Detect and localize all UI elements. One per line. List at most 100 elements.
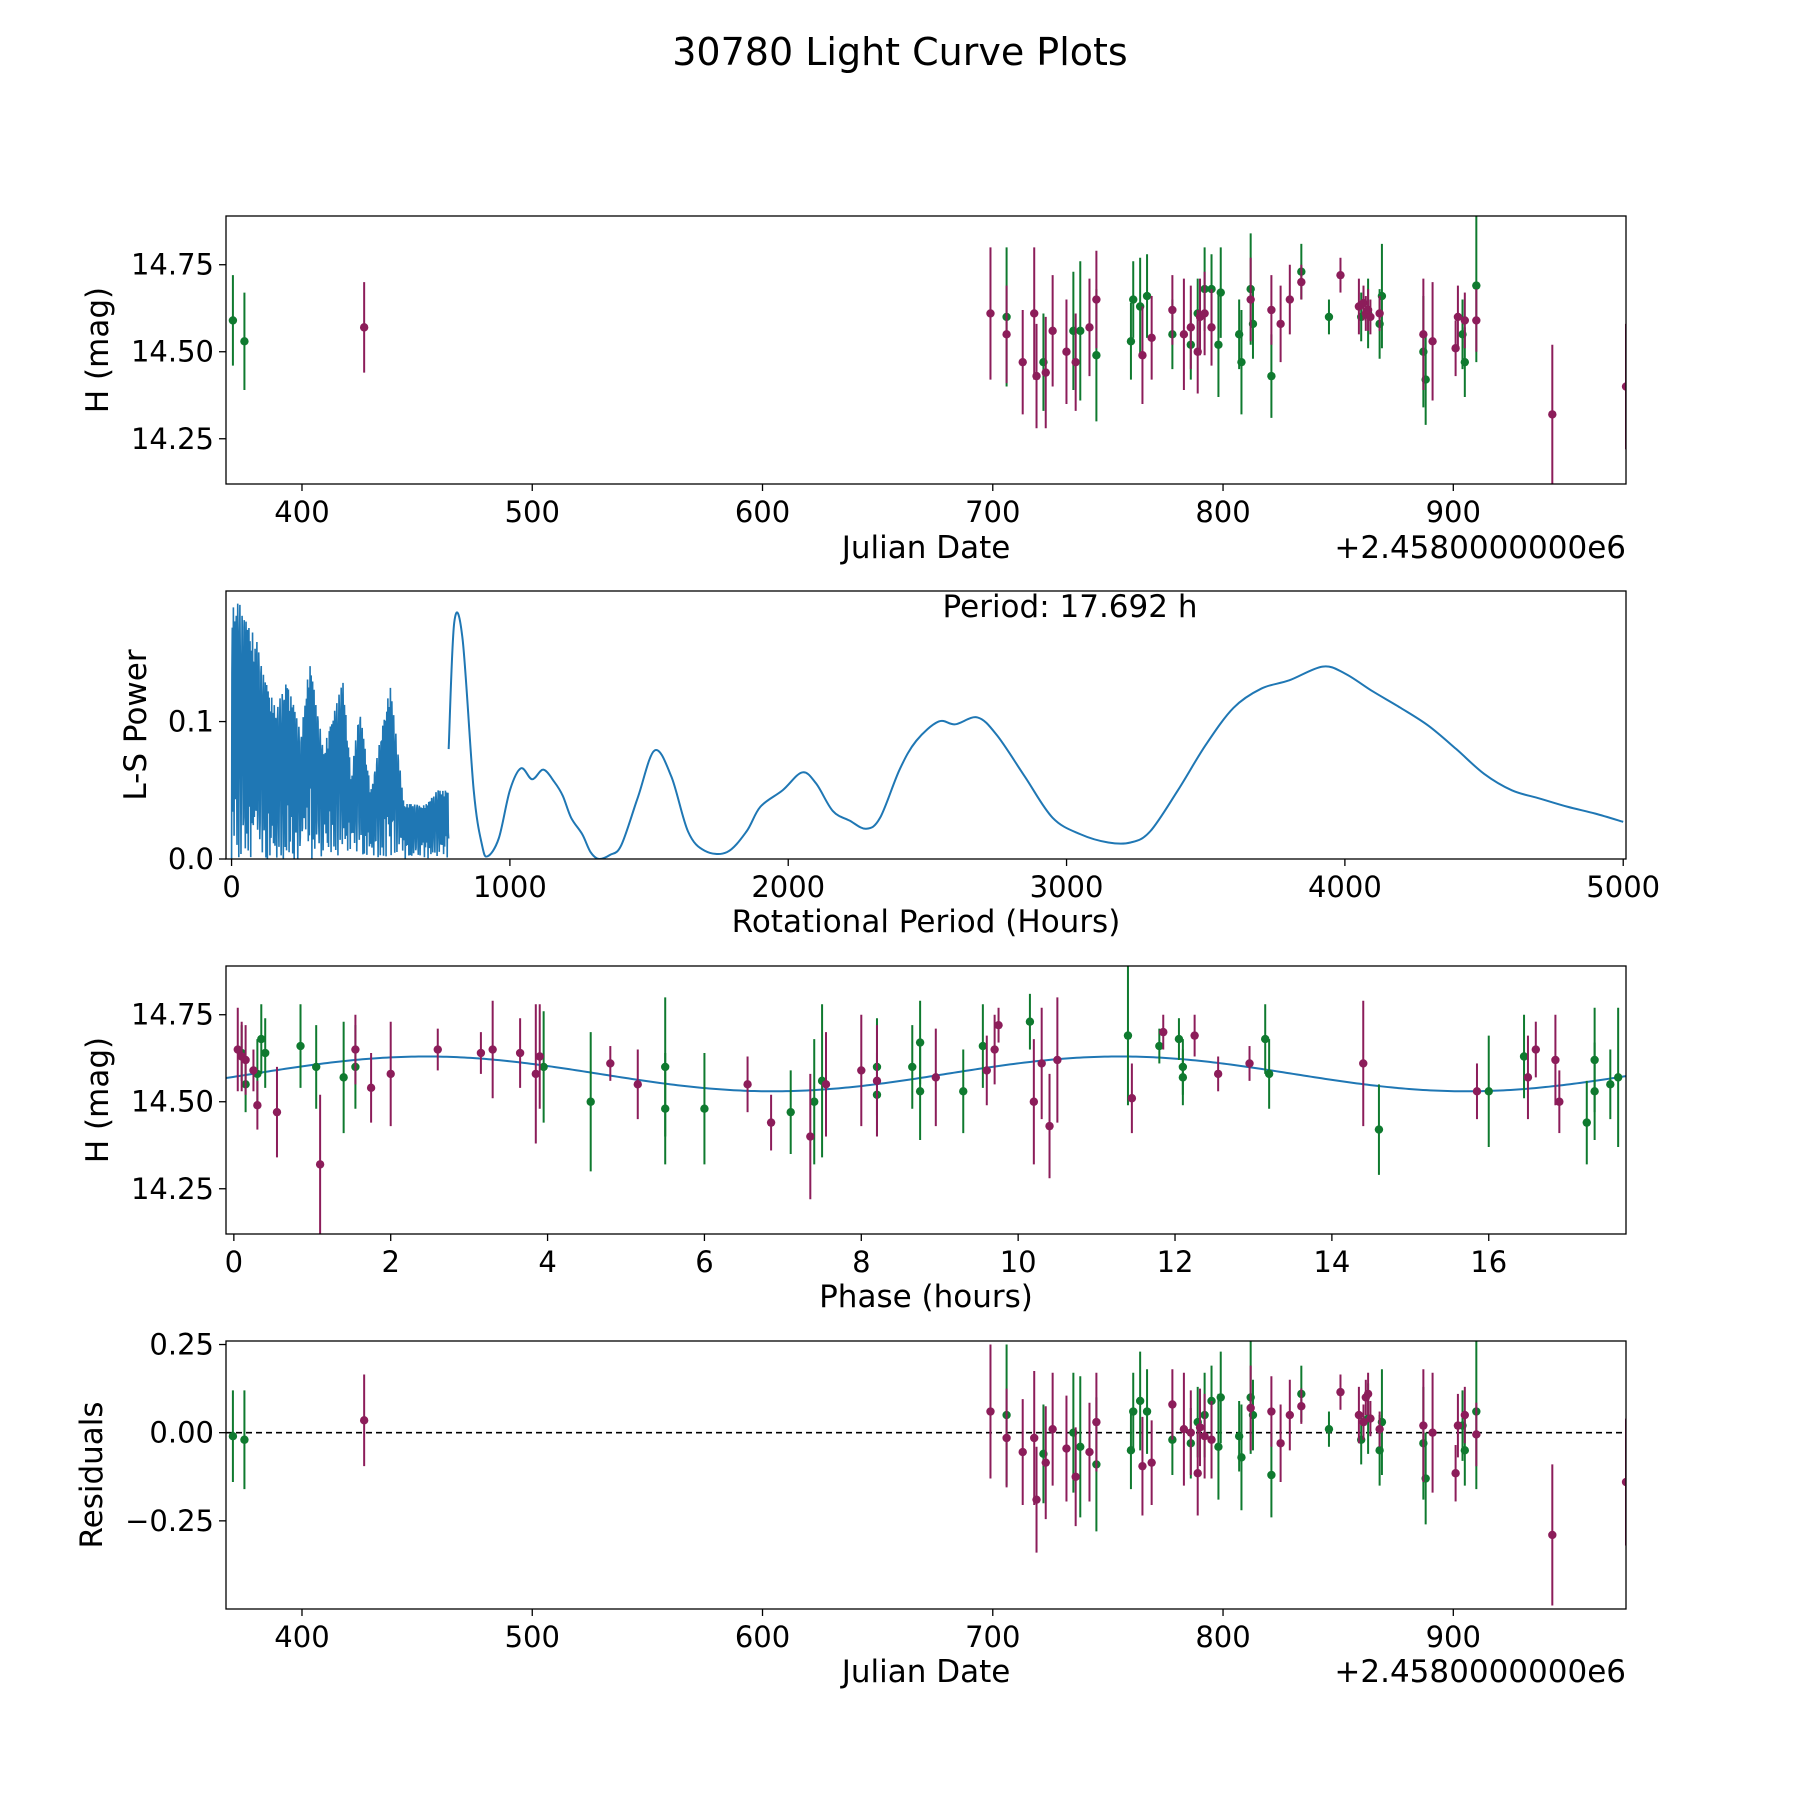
residuals-data-point — [1138, 1461, 1147, 1471]
residuals-data-point — [1267, 1470, 1276, 1480]
phased-data-point — [810, 1097, 819, 1106]
phased-data-point — [1555, 1097, 1564, 1106]
phased-data-point — [1531, 1045, 1541, 1054]
residuals-data-point — [1041, 1458, 1050, 1467]
lightcurve-data-point — [1085, 323, 1094, 332]
residuals-data-point — [1375, 1424, 1384, 1434]
residuals-panel: 400 500 600 700 800 900 −0.25 0.00 0.25 Julian D… — [74, 1328, 1627, 1690]
phased-data-point — [1045, 1121, 1054, 1131]
lightcurve-data-point — [1276, 319, 1285, 329]
phased-data-point — [515, 1048, 525, 1058]
phased-data-point — [1264, 1069, 1274, 1079]
phased-data-point — [1359, 1059, 1368, 1068]
lightcurve-data-point — [1460, 357, 1470, 367]
periodogram-y-tick-label: 0.0 — [168, 842, 214, 876]
lightcurve-data-point — [1267, 305, 1276, 315]
residuals-data-point — [1195, 1423, 1205, 1432]
phased-data-point — [982, 1066, 991, 1075]
residuals-data-point — [1048, 1424, 1057, 1434]
lightcurve-panel: 400 500 600 700 800 900 14.25 14.50 14.75 Julian… — [80, 215, 1627, 566]
residuals-data-point — [1460, 1446, 1470, 1455]
lightcurve-data-point — [1336, 270, 1345, 280]
lightcurve-data-point — [1366, 312, 1375, 322]
residuals-data-point — [1207, 1435, 1216, 1444]
residuals-data-point — [1324, 1424, 1334, 1434]
phased-x-tick-label: 0 — [225, 1245, 243, 1279]
residuals-x-tick-label: 800 — [1195, 1620, 1250, 1654]
residuals-data-point — [1285, 1410, 1295, 1420]
residuals-data-point — [1453, 1421, 1463, 1430]
residuals-data-point — [1216, 1393, 1225, 1402]
lightcurve-offset-text: +2.4580000000e6 — [1334, 530, 1626, 566]
phased-data-point — [743, 1080, 752, 1089]
periodogram-y-label: L-S Power — [118, 649, 154, 800]
residuals-data-point — [1366, 1414, 1375, 1423]
lightcurve-data-point — [1419, 330, 1428, 339]
phased-data-point — [1178, 1062, 1188, 1072]
phased-data-point — [606, 1059, 615, 1068]
lightcurve-data-point — [1062, 347, 1071, 356]
lightcurve-data-point — [1076, 326, 1085, 336]
phased-data-point — [1053, 1055, 1062, 1065]
phased-data-point — [433, 1045, 442, 1054]
lightcurve-data-point — [1032, 371, 1041, 381]
residuals-data-point — [1246, 1403, 1255, 1413]
periodogram-x-tick-label: 0 — [222, 870, 240, 904]
fit-curve-line — [226, 1055, 1626, 1093]
periodogram-x-tick-label: 3000 — [1030, 870, 1104, 904]
phased-data-point — [1582, 1118, 1591, 1127]
lightcurve-data-point — [1168, 305, 1177, 315]
residuals-data-point — [1129, 1407, 1138, 1416]
periodogram-x-tick-label: 2000 — [751, 870, 825, 904]
periodogram-x-tick-label: 4000 — [1308, 870, 1382, 904]
lightcurve-data-point — [1200, 309, 1209, 318]
residuals-data-point — [1297, 1402, 1306, 1411]
residuals-data-point — [1200, 1432, 1209, 1441]
residuals-data-point — [1472, 1430, 1481, 1439]
lightcurve-x-label: Julian Date — [840, 530, 1011, 566]
phased-data-point — [296, 1041, 305, 1051]
lightcurve-data-point — [1214, 340, 1223, 349]
residuals-data-point — [1142, 1407, 1152, 1416]
lightcurve-data-point — [1460, 316, 1470, 325]
lightcurve-x-tick-label: 800 — [1195, 495, 1250, 529]
lightcurve-data-point — [1216, 288, 1225, 297]
lightcurve-x-tick-label: 400 — [274, 495, 329, 529]
phased-data-point — [586, 1097, 595, 1106]
phased-marks — [226, 966, 1626, 1234]
lightcurve-data-point — [1472, 316, 1481, 325]
lightcurve-marks — [228, 216, 1626, 484]
lightcurve-data-point — [1071, 357, 1080, 367]
residuals-data-point — [1354, 1410, 1364, 1420]
periodogram-x-tick-label: 5000 — [1586, 870, 1660, 904]
phased-y-tick-label: 14.50 — [131, 1085, 214, 1119]
lightcurve-x-tick-label: 700 — [965, 495, 1020, 529]
phased-data-point — [249, 1066, 258, 1075]
lightcurve-x-tick-label: 600 — [735, 495, 790, 529]
lightcurve-y-tick-label: 14.50 — [131, 335, 214, 369]
residuals-data-point — [1186, 1428, 1196, 1437]
phased-x-tick-label: 4 — [538, 1245, 556, 1279]
residuals-x-tick-label: 500 — [505, 1620, 560, 1654]
phased-data-point — [315, 1160, 325, 1169]
residuals-y-label: Residuals — [74, 1401, 110, 1548]
lightcurve-data-point — [1207, 323, 1216, 332]
phased-data-point — [311, 1062, 321, 1072]
phased-data-point — [1029, 1097, 1039, 1106]
periodogram-x-tick-label: 1000 — [473, 870, 547, 904]
lightcurve-data-point — [1375, 309, 1384, 318]
phased-data-point — [535, 1052, 544, 1061]
phased-x-label: Phase (hours) — [819, 1279, 1033, 1315]
periodogram-power-line — [447, 611, 1624, 859]
lightcurve-y-tick-label: 14.75 — [131, 248, 214, 282]
phased-x-tick-label: 10 — [1000, 1245, 1037, 1279]
phased-data-point — [915, 1087, 925, 1096]
phased-data-point — [766, 1118, 776, 1127]
residuals-data-point — [1336, 1387, 1345, 1397]
residuals-data-point — [986, 1407, 995, 1416]
lightcurve-data-point — [1147, 333, 1156, 343]
phased-data-point — [386, 1069, 395, 1079]
residuals-data-point — [1085, 1447, 1094, 1457]
phased-data-point — [872, 1076, 882, 1086]
phased-data-point — [821, 1080, 831, 1089]
